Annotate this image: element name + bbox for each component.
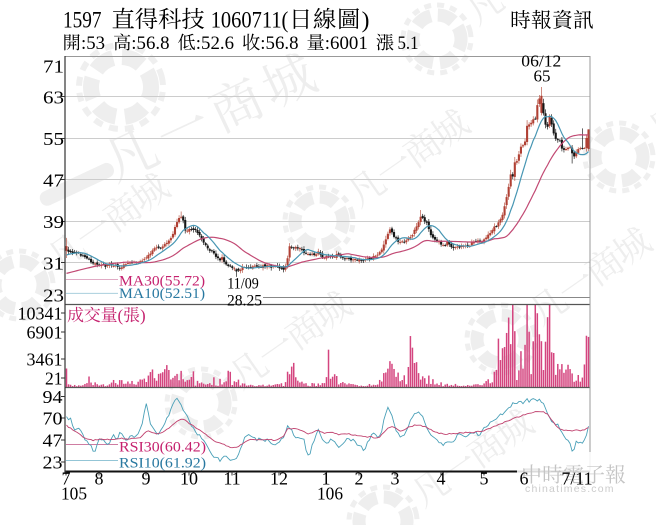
svg-text::52.6: :52.6: [196, 34, 234, 54]
svg-text:): ): [362, 7, 370, 33]
svg-text:06/12: 06/12: [521, 52, 561, 71]
svg-text:105: 105: [61, 484, 87, 504]
svg-text:1060711(: 1060711(: [211, 7, 289, 33]
svg-text:chinatimes.com: chinatimes.com: [525, 483, 615, 495]
svg-text:MA30(55.72): MA30(55.72): [119, 274, 205, 290]
svg-text:7: 7: [62, 469, 71, 489]
svg-text:3: 3: [391, 469, 400, 489]
svg-text:23: 23: [43, 452, 63, 472]
svg-text:71: 71: [43, 56, 64, 76]
svg-text:70: 70: [43, 408, 63, 428]
svg-text:106: 106: [317, 484, 343, 504]
svg-text:23: 23: [43, 285, 64, 305]
svg-text:5: 5: [480, 469, 489, 489]
svg-text:RSI10(61.92): RSI10(61.92): [119, 455, 206, 471]
svg-text:2: 2: [355, 469, 364, 489]
svg-text:39: 39: [43, 212, 64, 232]
svg-text:55: 55: [43, 129, 64, 149]
svg-text:5.1: 5.1: [398, 34, 419, 54]
svg-text:47: 47: [43, 170, 64, 190]
svg-text:MA10(52.51): MA10(52.51): [119, 286, 205, 302]
svg-text:94: 94: [43, 387, 63, 407]
svg-text:12: 12: [270, 469, 288, 489]
svg-text:4: 4: [437, 469, 446, 489]
svg-text:7/11: 7/11: [561, 469, 592, 489]
svg-text:3461: 3461: [27, 349, 63, 369]
svg-text:65: 65: [534, 67, 551, 86]
svg-text:21: 21: [45, 368, 63, 388]
svg-text:31: 31: [43, 253, 64, 273]
svg-text:6: 6: [520, 469, 529, 489]
svg-text::56.8: :56.8: [260, 34, 298, 54]
svg-text:63: 63: [43, 87, 64, 107]
svg-text::56.8: :56.8: [131, 34, 169, 54]
svg-text:1597: 1597: [63, 7, 102, 33]
svg-text:(: (: [118, 306, 124, 325]
svg-text:10341: 10341: [18, 303, 63, 323]
svg-text:6901: 6901: [27, 322, 63, 342]
svg-text:11/09: 11/09: [227, 276, 259, 293]
svg-text:): ): [140, 306, 146, 325]
svg-text::53: :53: [81, 34, 105, 54]
svg-text:9: 9: [142, 469, 151, 489]
svg-text::6001: :6001: [325, 34, 368, 54]
svg-text:47: 47: [43, 430, 63, 450]
svg-text:1: 1: [322, 469, 331, 489]
svg-text:RSI30(60.42): RSI30(60.42): [119, 439, 206, 455]
svg-text:11: 11: [223, 469, 240, 489]
svg-text:28.25: 28.25: [227, 293, 262, 310]
svg-text:8: 8: [95, 469, 104, 489]
svg-text:10: 10: [180, 469, 198, 489]
